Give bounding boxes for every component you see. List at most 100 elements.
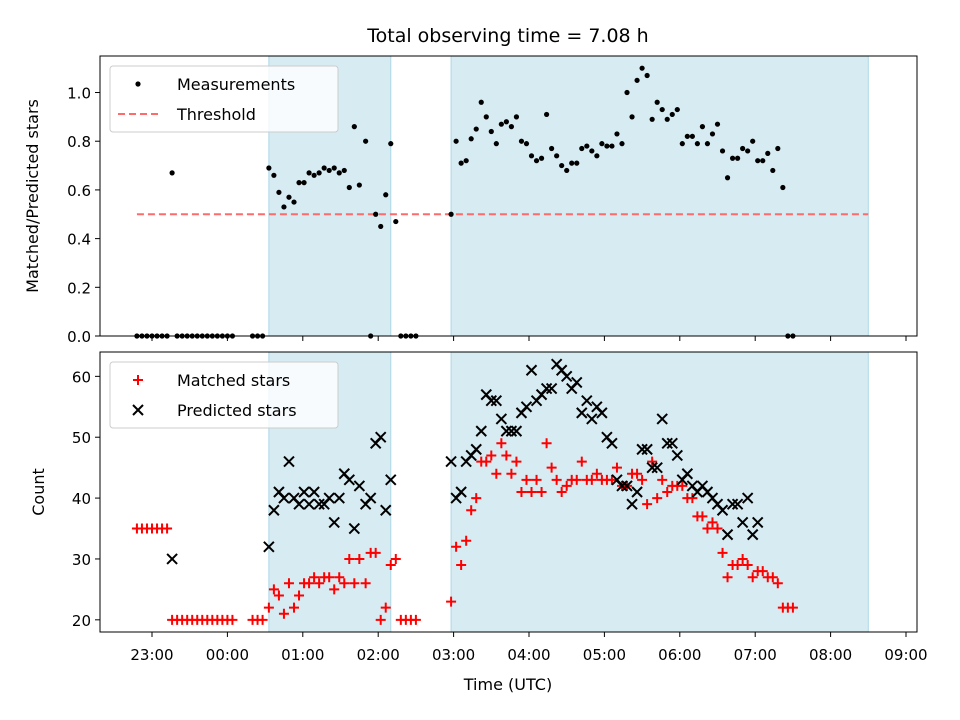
top-y-tick-label: 0.2 [67,279,91,297]
matched-star-point [506,468,517,479]
x-tick-label: 01:00 [281,646,324,664]
predicted-star-point [455,486,467,498]
measurement-point [458,160,464,166]
matched-star-point [354,553,365,564]
measurement-point [453,138,459,144]
measurement-point [478,99,484,105]
matched-star-point [471,493,482,504]
matched-star-point [546,462,557,473]
bottom-y-tick-label: 30 [72,551,91,569]
matched-star-point [772,578,783,589]
measurement-point [624,89,630,96]
measurement-point [579,145,585,152]
matched-star-point [757,566,768,577]
predicted-star-point [364,492,377,504]
measurement-point [704,141,711,147]
predicted-star-point [485,394,498,407]
measurement-point [714,121,721,127]
matched-star-point [742,560,753,571]
matched-star-point [390,553,401,564]
matched-star-point [521,474,532,485]
predicted-star-point [298,486,310,498]
matched-star-point [294,590,305,601]
measurement-point [589,148,595,154]
predicted-star-point [470,443,482,456]
matched-star-point [227,614,238,625]
predicted-star-point [746,528,759,541]
measurement-point [468,136,474,142]
predicted-star-point [375,431,387,443]
chart-title: Total observing time = 7.08 h [366,25,648,47]
bottom-series-matched-stars [131,438,798,625]
predicted-star-point [313,498,325,510]
measurement-point [306,170,312,176]
predicted-star-point [636,443,648,456]
measurement-point [549,145,555,152]
x-tick-label: 07:00 [734,646,777,664]
measurement-point [654,99,660,105]
measurement-point [276,189,282,195]
measurement-point [755,158,761,164]
legend-matched-marker [133,375,143,385]
measurement-point [378,223,384,230]
measurement-point [674,106,680,113]
bottom-legend-box [109,361,339,429]
matched-star-point [268,584,279,595]
measurement-point [523,141,530,147]
measurement-point [383,192,389,198]
bottom-observing-interval-1 [450,351,869,633]
measurement-point [765,150,771,156]
measurement-point [770,167,776,174]
top-series-measurements [134,65,796,339]
bottom-legend-label: Matched stars [177,371,290,390]
measurement-point [775,145,781,152]
top-legend-label: Measurements [177,75,295,94]
predicted-star-point [616,480,628,492]
matched-star-point [385,560,396,571]
matched-star-point [551,474,562,485]
predicted-star-point [293,498,305,510]
measurement-point [493,141,499,147]
matched-star-point [702,523,713,534]
top-observing-interval-1 [450,55,869,337]
predicted-star-point [571,376,583,389]
x-tick-label: 03:00 [432,646,475,664]
measurement-point [649,116,655,122]
matched-star-point [642,499,653,510]
measurement-point [644,72,650,79]
legend-measurement-marker [135,81,141,87]
predicted-star-point [445,455,457,468]
measurement-point [543,111,550,118]
measurement-point [286,194,292,200]
measurement-point [689,133,695,139]
x-tick-label: 00:00 [206,646,249,664]
predicted-star-point [263,541,275,553]
matched-star-point [717,547,728,558]
measurement-point [388,141,394,147]
matched-star-point [647,456,658,467]
top-legend-box [109,65,339,133]
measurement-point [351,124,357,130]
predicted-star-point [328,516,340,529]
matched-star-point [707,517,718,528]
measurement-point [498,121,504,127]
measurement-point [518,138,525,144]
predicted-star-point [475,425,487,437]
measurement-point [719,148,726,154]
matched-star-point [536,487,547,497]
x-tick-label: 09:00 [884,646,927,664]
measurement-point [296,180,302,186]
matched-star-point [662,487,673,497]
measurement-point [694,141,700,147]
predicted-star-point [621,480,633,492]
measurement-point [488,128,494,135]
matched-star-point [526,487,537,497]
matched-star-point [324,572,335,583]
predicted-star-point [303,498,315,510]
predicted-star-point [560,370,573,383]
x-axis-label: Time (UTC) [463,675,552,694]
measurement-point [679,141,685,147]
measurement-point [564,167,570,174]
matched-star-point [611,462,622,473]
